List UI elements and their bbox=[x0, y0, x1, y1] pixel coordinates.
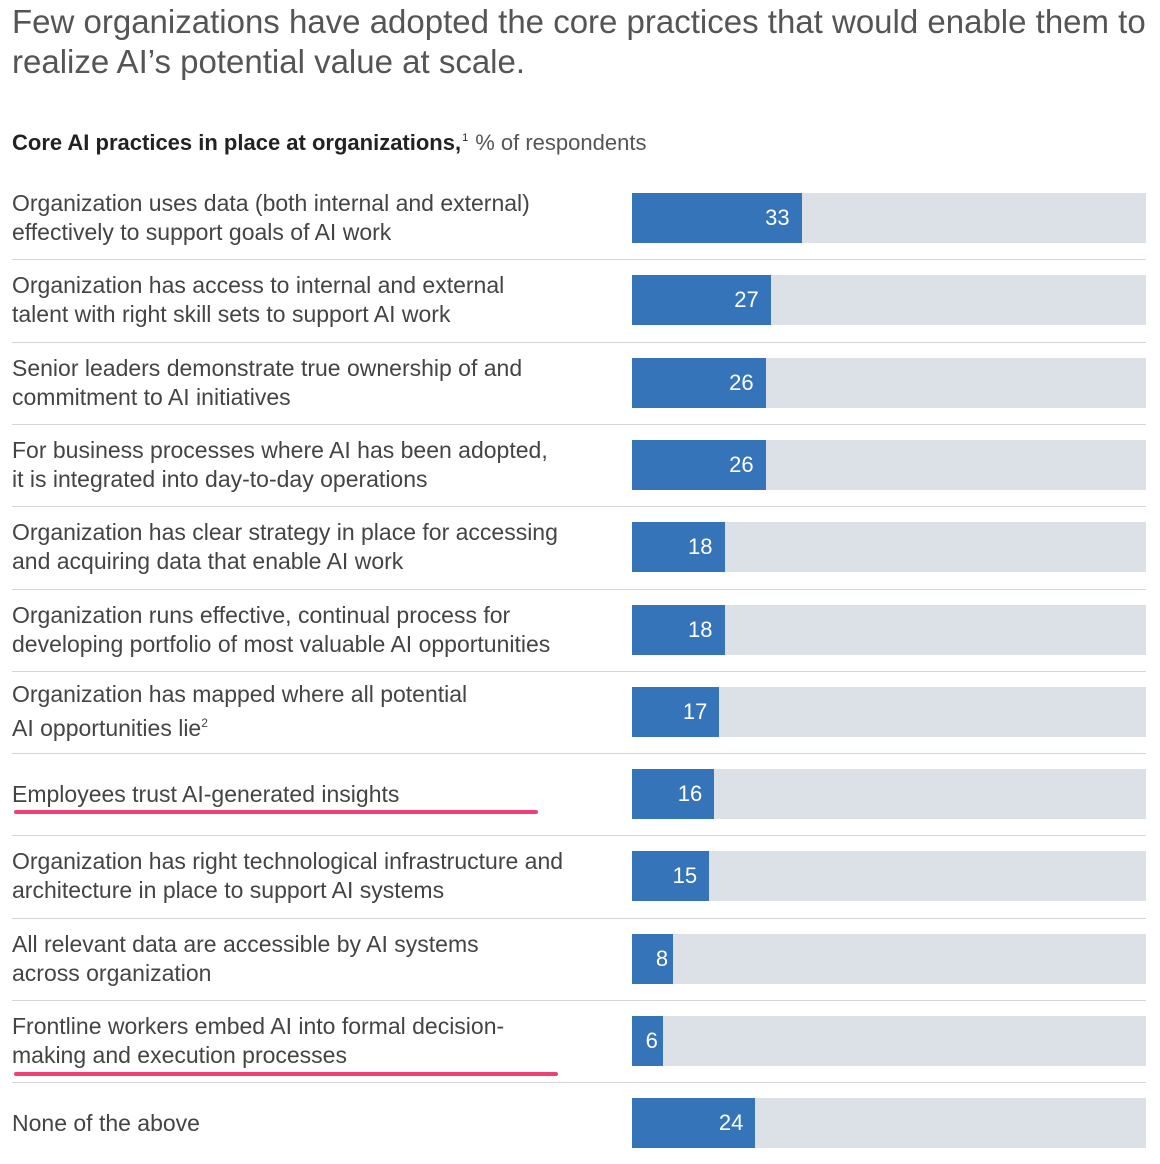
bar-row: Organization has clear strategy in place… bbox=[0, 506, 1160, 588]
data-label: 27 bbox=[734, 287, 759, 313]
bar: 16 bbox=[632, 769, 715, 820]
bar: 24 bbox=[632, 1098, 756, 1149]
bar-track: 24 bbox=[632, 1098, 1146, 1149]
category-label: Frontline workers embed AI into formal d… bbox=[12, 1000, 612, 1082]
data-label: 15 bbox=[672, 863, 698, 889]
row-divider bbox=[12, 506, 1146, 508]
bar: 26 bbox=[632, 357, 766, 408]
row-divider bbox=[12, 588, 1146, 590]
category-label-text: Frontline workers embed AI into formal d… bbox=[12, 1013, 505, 1068]
category-label: Organization has mapped where all potent… bbox=[12, 671, 612, 753]
bar: 33 bbox=[632, 193, 802, 243]
category-label: Senior leaders demonstrate true ownershi… bbox=[12, 342, 612, 424]
bar-row: Organization has mapped where all potent… bbox=[0, 671, 1160, 753]
category-label-text: Employees trust AI-generated insights bbox=[12, 780, 400, 807]
bar-row: For business processes where AI has been… bbox=[0, 424, 1160, 506]
category-label: Organization has clear strategy in place… bbox=[12, 506, 612, 588]
row-divider bbox=[12, 670, 1146, 672]
data-label: 24 bbox=[718, 1110, 744, 1136]
bar-track: 17 bbox=[632, 686, 1146, 737]
bar-row: Organization uses data (both internal an… bbox=[0, 177, 1160, 259]
row-divider bbox=[12, 341, 1146, 343]
data-label: 17 bbox=[682, 698, 708, 724]
highlight-underline bbox=[14, 1072, 558, 1076]
bar-row: None of the above 24 bbox=[0, 1082, 1160, 1164]
chart-unit-label: % of respondents bbox=[475, 130, 647, 155]
category-label-text: Organization has access to internal and … bbox=[12, 272, 505, 328]
data-label: 26 bbox=[729, 451, 754, 477]
bar-track: 18 bbox=[632, 604, 1146, 655]
bar-row: Organization runs effective, continual p… bbox=[0, 589, 1160, 671]
bar: 26 bbox=[632, 439, 766, 490]
category-footnote: 2 bbox=[201, 716, 208, 731]
category-label: Organization runs effective, continual p… bbox=[12, 589, 612, 671]
row-divider bbox=[12, 753, 1146, 755]
bar-track: 6 bbox=[632, 1016, 1146, 1066]
highlight-underline bbox=[14, 810, 538, 815]
bar-track: 16 bbox=[632, 769, 1146, 820]
category-label-text: For business processes where AI has been… bbox=[12, 436, 548, 492]
category-label-text: None of the above bbox=[12, 1109, 200, 1136]
bar: 18 bbox=[632, 604, 725, 655]
row-divider bbox=[12, 917, 1146, 919]
category-label: None of the above bbox=[12, 1082, 612, 1164]
category-label: All relevant data are accessible by AI s… bbox=[12, 918, 612, 1000]
data-label: 8 bbox=[655, 945, 669, 971]
category-label: Organization has right technological inf… bbox=[12, 835, 612, 917]
bar-row: Employees trust AI-generated insights 16 bbox=[0, 753, 1160, 835]
category-label-text: All relevant data are accessible by AI s… bbox=[12, 930, 479, 986]
bar: 17 bbox=[632, 686, 720, 737]
bar: 18 bbox=[632, 522, 725, 573]
data-label: 33 bbox=[765, 205, 790, 230]
row-divider bbox=[12, 1082, 1146, 1084]
bar-row: All relevant data are accessible by AI s… bbox=[0, 918, 1160, 1000]
category-label-text: Organization runs effective, continual p… bbox=[12, 601, 551, 657]
bar-track: 15 bbox=[632, 851, 1146, 902]
category-label-text: Senior leaders demonstrate true ownershi… bbox=[12, 354, 523, 410]
category-label-text: Organization has right technological inf… bbox=[12, 848, 564, 904]
row-divider bbox=[12, 259, 1146, 261]
data-label: 18 bbox=[688, 616, 713, 642]
data-label: 16 bbox=[677, 781, 703, 807]
category-label: Employees trust AI-generated insights bbox=[12, 753, 612, 835]
row-divider bbox=[12, 835, 1146, 837]
bar-track: 8 bbox=[632, 933, 1146, 984]
category-label-text: Organization has mapped where all potent… bbox=[12, 681, 468, 742]
bar-row: Organization has right technological inf… bbox=[0, 835, 1160, 917]
bar: 6 bbox=[632, 1016, 663, 1066]
bar-track: 18 bbox=[632, 522, 1146, 573]
row-divider bbox=[12, 1000, 1146, 1001]
row-divider bbox=[12, 423, 1146, 425]
data-label: 18 bbox=[688, 534, 713, 560]
bar-track: 26 bbox=[632, 439, 1146, 490]
category-label: For business processes where AI has been… bbox=[12, 424, 612, 506]
bar-track: 26 bbox=[632, 357, 1146, 408]
category-label-text: Organization has clear strategy in place… bbox=[12, 519, 558, 575]
data-label: 6 bbox=[645, 1028, 658, 1053]
data-label: 26 bbox=[729, 369, 754, 395]
bar: 27 bbox=[632, 275, 771, 326]
chart-title: Core AI practices in place at organizati… bbox=[12, 130, 646, 156]
bar: 15 bbox=[632, 851, 710, 902]
bar: 8 bbox=[632, 933, 674, 984]
category-label-text: Organization uses data (both internal an… bbox=[12, 190, 530, 245]
bar-track: 33 bbox=[632, 193, 1146, 243]
category-label: Organization uses data (both internal an… bbox=[12, 177, 612, 259]
chart-title-text: Core AI practices in place at organizati… bbox=[12, 130, 462, 155]
chart-title-footnote: 1 bbox=[462, 132, 469, 144]
bar-row: Senior leaders demonstrate true ownershi… bbox=[0, 342, 1160, 424]
bar-row: Organization has access to internal and … bbox=[0, 259, 1160, 341]
bar-track: 27 bbox=[632, 275, 1146, 326]
headline: Few organizations have adopted the core … bbox=[12, 3, 1146, 80]
bar-row: Frontline workers embed AI into formal d… bbox=[0, 1000, 1160, 1082]
category-label: Organization has access to internal and … bbox=[12, 259, 612, 341]
